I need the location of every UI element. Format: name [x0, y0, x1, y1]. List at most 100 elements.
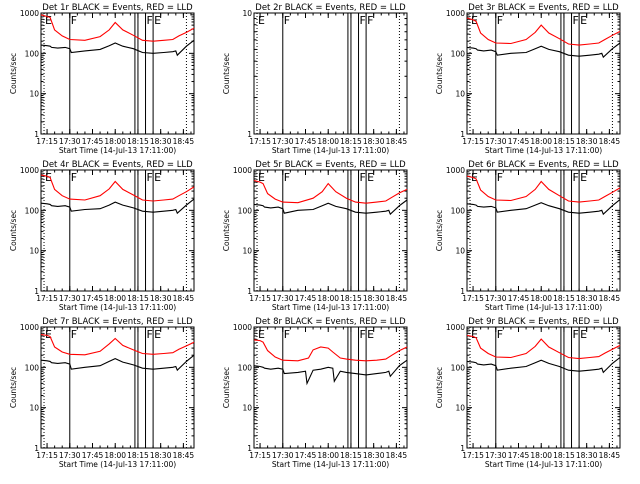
y-tick-label: 100 [25, 206, 40, 215]
x-tick-label: 17:15 [36, 294, 58, 303]
x-tick-label: 17:30 [59, 294, 81, 303]
x-axis-label: Start Time (14-Jul-13 17:11:00) [59, 303, 176, 312]
x-axis-label: Start Time (14-Jul-13 17:11:00) [59, 146, 176, 155]
y-tick-label: 1 [34, 444, 39, 453]
panel-title: Det 3r BLACK = Events, RED = LLD [468, 3, 619, 13]
y-tick-label: 1 [34, 130, 39, 139]
y-axis-label: Counts/sec [9, 53, 18, 94]
marker-label: E [471, 328, 478, 341]
x-tick-label: 18:30 [150, 137, 172, 146]
marker-label: E [258, 171, 265, 184]
y-tick-label: 1000 [233, 323, 252, 332]
x-tick-label: 18:30 [150, 294, 172, 303]
axis-frame [40, 169, 195, 292]
x-axis-label: Start Time (14-Jul-13 17:11:00) [272, 146, 389, 155]
x-axis-label: Start Time (14-Jul-13 17:11:00) [272, 303, 389, 312]
x-tick-label: 17:30 [485, 451, 507, 460]
axis-frame [253, 326, 408, 449]
series-events-black [466, 357, 621, 374]
x-tick-label: 18:45 [386, 451, 408, 460]
axis-frame [253, 169, 408, 292]
x-tick-label: 17:15 [462, 451, 484, 460]
detector-panel-9: Det 9r BLACK = Events, RED = LLD 1 10 100 10… [435, 317, 621, 469]
y-tick-label: 1 [460, 444, 465, 453]
x-tick-label: 18:30 [363, 294, 385, 303]
marker-label: E [367, 328, 374, 341]
x-tick-label: 17:15 [249, 294, 271, 303]
y-tick-label: 1 [247, 130, 252, 139]
x-tick-label: 18:15 [340, 294, 362, 303]
marker-label: F [497, 171, 503, 184]
marker-label: E [45, 14, 52, 27]
y-tick-label: 1000 [446, 9, 465, 18]
marker-label: F [497, 14, 503, 27]
x-tick-label: 18:00 [317, 294, 339, 303]
y-axis-label: Counts/sec [222, 367, 231, 408]
series-lld-red [253, 179, 408, 204]
series-lld-red [253, 339, 408, 362]
panel-title: Det 1r BLACK = Events, RED = LLD [42, 3, 193, 13]
marker-label: F [71, 328, 77, 341]
detector-panel-2: Det 2r BLACK = Events, RED = LLD 1 10 Count… [222, 3, 408, 155]
y-tick-label: 1 [460, 287, 465, 296]
x-tick-label: 17:45 [508, 451, 530, 460]
x-tick-label: 17:15 [249, 137, 271, 146]
y-tick-label: 1000 [20, 323, 39, 332]
marker-label: E [580, 328, 587, 341]
series-events-black [40, 198, 195, 215]
x-tick-label: 18:00 [104, 294, 126, 303]
x-tick-label: 18:45 [599, 294, 621, 303]
x-tick-label: 18:15 [127, 451, 149, 460]
x-tick-label: 18:15 [553, 137, 575, 146]
x-tick-label: 18:00 [530, 294, 552, 303]
marker-label: E [45, 328, 52, 341]
x-tick-label: 17:45 [82, 451, 104, 460]
y-axis-label: Counts/sec [222, 53, 231, 94]
y-tick-label: 100 [451, 206, 466, 215]
x-tick-label: 18:00 [104, 451, 126, 460]
x-tick-label: 17:15 [462, 137, 484, 146]
panel-title: Det 5r BLACK = Events, RED = LLD [255, 160, 406, 170]
marker-label: F [497, 328, 503, 341]
x-tick-label: 18:45 [599, 137, 621, 146]
detector-panel-4: Det 4r BLACK = Events, RED = LLD 1 10 100 10… [9, 160, 195, 312]
x-tick-label: 17:15 [462, 294, 484, 303]
x-tick-label: 18:15 [553, 294, 575, 303]
marker-label: F [147, 14, 153, 27]
x-tick-label: 18:00 [317, 451, 339, 460]
y-tick-label: 10 [455, 404, 465, 413]
series-events-black [466, 42, 621, 59]
y-tick-label: 1 [460, 130, 465, 139]
x-tick-label: 17:45 [295, 137, 317, 146]
marker-label: E [367, 171, 374, 184]
x-tick-label: 18:00 [317, 137, 339, 146]
x-tick-label: 18:00 [530, 137, 552, 146]
marker-label: F [71, 14, 77, 27]
x-axis-label: Start Time (14-Jul-13 17:11:00) [272, 460, 389, 469]
x-tick-label: 18:30 [363, 451, 385, 460]
series-events-black [253, 199, 408, 216]
marker-label: F [71, 171, 77, 184]
panel-title: Det 2r BLACK = Events, RED = LLD [255, 3, 406, 13]
marker-label: E [258, 328, 265, 341]
y-tick-label: 10 [242, 247, 252, 256]
y-tick-label: 100 [238, 206, 253, 215]
marker-label: E [471, 171, 478, 184]
marker-label: E [154, 14, 161, 27]
y-tick-label: 10 [29, 247, 39, 256]
marker-label: F [573, 14, 579, 27]
y-axis-label: Counts/sec [435, 53, 444, 94]
x-axis-label: Start Time (14-Jul-13 17:11:00) [485, 303, 602, 312]
series-lld-red [466, 17, 621, 46]
axis-frame [466, 326, 621, 449]
marker-label: F [360, 171, 366, 184]
marker-label: E [258, 14, 265, 27]
x-tick-label: 18:15 [340, 451, 362, 460]
series-lld-red [40, 174, 195, 202]
x-axis-label: Start Time (14-Jul-13 17:11:00) [59, 460, 176, 469]
x-tick-label: 17:30 [272, 451, 294, 460]
panel-title: Det 9r BLACK = Events, RED = LLD [468, 317, 619, 327]
marker-label: E [580, 14, 587, 27]
